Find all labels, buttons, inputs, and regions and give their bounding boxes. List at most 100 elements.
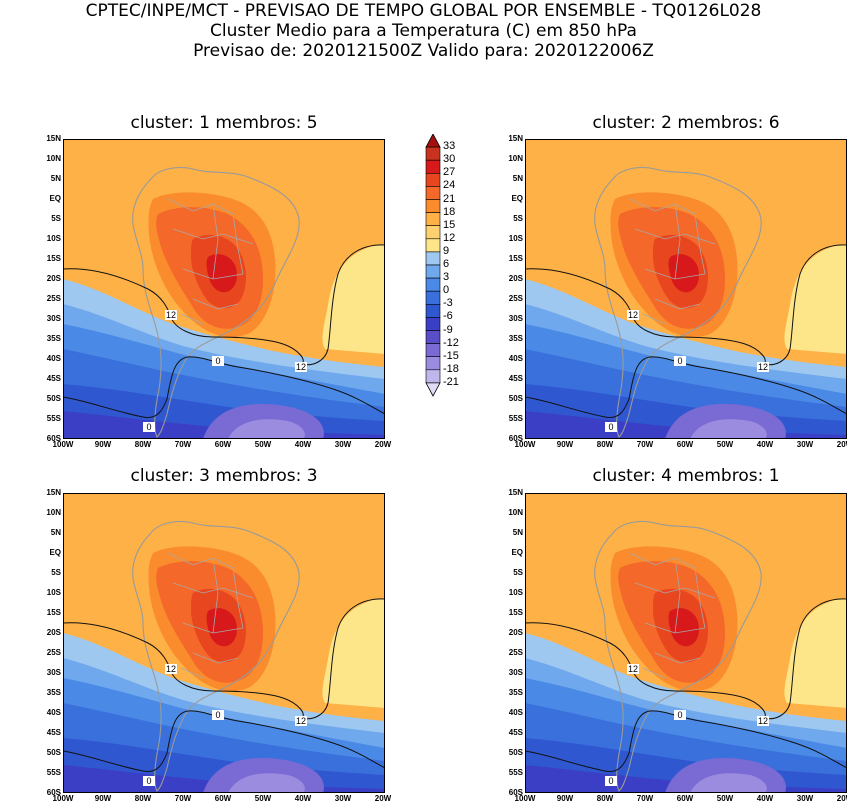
figure-title-line3: Previsao de: 2020121500Z Valido para: 20… bbox=[193, 41, 654, 61]
figure-title-line2: Cluster Medio para a Temperatura (C) em … bbox=[210, 21, 637, 41]
contour-label: 12 bbox=[295, 716, 307, 726]
country-border bbox=[629, 198, 696, 215]
country-border bbox=[212, 557, 219, 634]
colorbar-label: -21 bbox=[443, 375, 459, 388]
isotherm-12 bbox=[300, 598, 385, 720]
lat-tick-label: 10S bbox=[46, 588, 61, 597]
lat-tick-label: EQ bbox=[511, 194, 523, 203]
lat-tick-label: 55S bbox=[508, 768, 523, 777]
lat-tick-label: 15S bbox=[46, 254, 61, 263]
lat-tick-label: 45S bbox=[46, 374, 61, 383]
colorbar-label: 9 bbox=[443, 244, 450, 257]
colorbar-label: 3 bbox=[443, 271, 450, 284]
country-border bbox=[654, 652, 701, 664]
lon-tick-label: 20W bbox=[374, 794, 392, 803]
temperature-field-4: 12 12 0 0 bbox=[525, 493, 847, 793]
country-border bbox=[634, 228, 716, 245]
temperature-band bbox=[668, 254, 699, 293]
lat-tick-label: 20S bbox=[508, 274, 523, 283]
panel-title-3: cluster: 3 membros: 3 bbox=[130, 466, 318, 486]
colorbar-label: -18 bbox=[443, 362, 459, 375]
contour-label: 12 bbox=[757, 716, 769, 726]
country-border bbox=[232, 567, 244, 629]
lat-tick-label: 20S bbox=[508, 628, 523, 637]
isotherm-0 bbox=[525, 356, 847, 418]
temperature-band bbox=[690, 419, 767, 439]
lon-tick-label: 90W bbox=[556, 794, 574, 803]
isotherm-0 bbox=[525, 710, 847, 772]
lat-tick-label: 50S bbox=[508, 394, 523, 403]
temperature-field-2: 12 12 0 0 bbox=[525, 139, 847, 439]
continent-outline bbox=[594, 520, 762, 792]
lat-tick-label: 5N bbox=[50, 528, 61, 537]
continent-outline bbox=[132, 520, 300, 792]
lat-tick-label: 35S bbox=[46, 688, 61, 697]
isotherm-12 bbox=[300, 244, 385, 366]
figure-title-line1: CPTEC/INPE/MCT - PREVISAO DE TEMPO GLOBA… bbox=[85, 1, 762, 21]
isotherm-12 bbox=[63, 268, 304, 365]
lat-tick-label: 10N bbox=[46, 154, 61, 163]
country-border bbox=[674, 203, 681, 280]
temperature-band bbox=[784, 244, 847, 354]
lat-tick-label: 60S bbox=[46, 434, 61, 443]
country-border bbox=[629, 552, 696, 569]
lon-tick-label: 90W bbox=[94, 440, 112, 449]
lon-tick-label: 90W bbox=[556, 440, 574, 449]
lat-tick-label: 45S bbox=[508, 728, 523, 737]
contour-label: 0 bbox=[143, 422, 155, 432]
colorbar-label: -9 bbox=[443, 323, 453, 336]
svg-text:0: 0 bbox=[608, 422, 613, 432]
lat-tick-label: 40S bbox=[46, 354, 61, 363]
lat-tick-label: 45S bbox=[508, 374, 523, 383]
svg-text:0: 0 bbox=[677, 710, 682, 720]
lon-tick-label: 40W bbox=[294, 440, 312, 449]
lat-tick-label: 10S bbox=[508, 234, 523, 243]
map-panel-3: 12 12 0 0 bbox=[63, 493, 385, 793]
colorbar-label: 18 bbox=[443, 205, 456, 218]
lon-tick-label: 50W bbox=[716, 794, 734, 803]
country-border bbox=[694, 213, 706, 275]
lat-tick-label: 15N bbox=[508, 134, 523, 143]
country-border bbox=[172, 228, 254, 245]
colorbar-swatch bbox=[425, 172, 441, 187]
lat-tick-label: 35S bbox=[46, 334, 61, 343]
colorbar-swatch bbox=[425, 369, 441, 384]
colorbar-label: 15 bbox=[443, 218, 456, 231]
country-border bbox=[634, 582, 716, 599]
lat-tick-label: 20S bbox=[46, 628, 61, 637]
colorbar-label: -12 bbox=[443, 336, 459, 349]
temperature-band bbox=[690, 773, 767, 793]
temperature-band bbox=[228, 419, 305, 439]
lon-tick-label: 40W bbox=[756, 440, 774, 449]
colorbar-label: -6 bbox=[443, 310, 453, 323]
lon-tick-label: 50W bbox=[254, 440, 272, 449]
isotherm-0 bbox=[63, 710, 385, 772]
lat-tick-label: 60S bbox=[508, 788, 523, 797]
colorbar-swatch bbox=[425, 304, 441, 318]
country-border bbox=[694, 567, 706, 629]
colorbar-label: 27 bbox=[443, 166, 456, 179]
lat-tick-label: 25S bbox=[508, 648, 523, 657]
lon-tick-label: 70W bbox=[636, 794, 654, 803]
contour-label: 12 bbox=[627, 310, 639, 320]
contour-label: 12 bbox=[165, 310, 177, 320]
contour-label: 0 bbox=[605, 776, 617, 786]
colorbar-swatch bbox=[425, 159, 441, 174]
lat-tick-label: 10S bbox=[508, 588, 523, 597]
lat-tick-label: 50S bbox=[46, 748, 61, 757]
contour-label: 0 bbox=[143, 776, 155, 786]
country-border bbox=[212, 203, 219, 280]
svg-text:12: 12 bbox=[628, 664, 638, 674]
lat-tick-label: EQ bbox=[49, 548, 61, 557]
colorbar-label: -15 bbox=[443, 349, 459, 362]
lat-tick-label: 10N bbox=[508, 154, 523, 163]
contour-label: 0 bbox=[212, 356, 224, 366]
country-border bbox=[180, 667, 204, 679]
lat-tick-label: 15S bbox=[508, 608, 523, 617]
svg-text:12: 12 bbox=[758, 716, 768, 726]
svg-text:12: 12 bbox=[166, 664, 176, 674]
panel-title-2: cluster: 2 membros: 6 bbox=[592, 113, 780, 133]
continent-outline bbox=[132, 166, 300, 438]
lat-tick-label: 50S bbox=[46, 394, 61, 403]
svg-text:0: 0 bbox=[146, 776, 151, 786]
